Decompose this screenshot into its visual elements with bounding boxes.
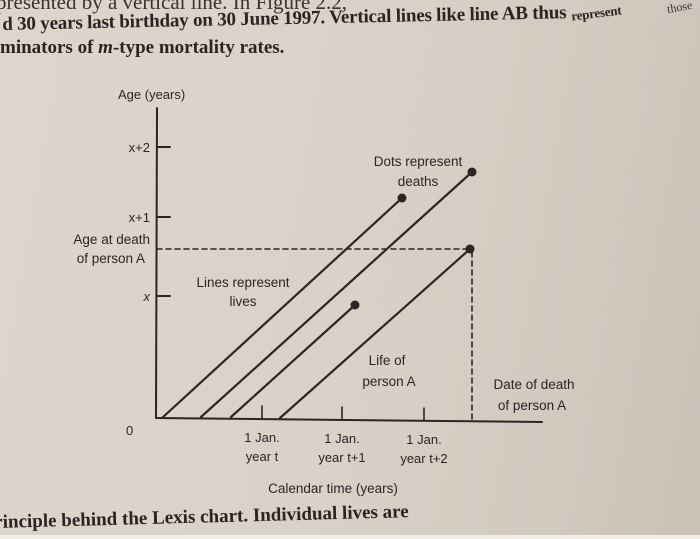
x-tick-label-1-line1: 1 Jan.	[244, 430, 279, 445]
text-line-2-italic: m	[98, 37, 113, 58]
text-line-2-prefix: minators of	[0, 37, 99, 58]
y-axis-label: Age (years)	[118, 87, 185, 102]
origin-label: 0	[126, 423, 133, 438]
x-tick-label-3-line1: 1 Jan.	[406, 432, 441, 447]
death-dot-person-a	[465, 244, 475, 254]
y-tick-label-x-plus-1: x+1	[129, 210, 150, 225]
x-axis-label: Calendar time (years)	[268, 481, 398, 496]
y-tick-label-x: x	[143, 289, 151, 304]
y-axis	[155, 107, 158, 419]
life-of-a-annotation-line1: Life of	[369, 353, 406, 368]
text-line-partial-top: presented by a vertical line. In Figure …	[0, 0, 348, 14]
x-tick-label-1-line2: year t	[246, 449, 279, 464]
death-dot-1	[397, 193, 407, 203]
age-at-death-label-line1: Age at death	[73, 232, 150, 247]
page-edge	[0, 535, 700, 539]
x-axis	[155, 417, 543, 423]
lines-annotation-line2: lives	[229, 294, 256, 309]
date-of-death-annotation-line2: of person A	[498, 398, 566, 413]
text-line-2-suffix: -type mortality rates.	[112, 37, 285, 58]
x-tick-label-2-line1: 1 Jan.	[324, 431, 359, 446]
death-dot-3	[350, 300, 360, 310]
x-tick-label-2-line2: year t+1	[318, 450, 365, 465]
dots-annotation-line2: deaths	[398, 174, 439, 189]
text-line-2: minators of m-type mortality rates.	[0, 37, 284, 59]
date-of-death-annotation-line1: Date of death	[493, 377, 574, 392]
life-line-person-a	[278, 247, 472, 420]
x-tick-label-3-line2: year t+2	[400, 451, 447, 466]
age-at-death-label-line2: of person A	[77, 251, 145, 266]
life-line-2	[199, 170, 474, 419]
lines-annotation-line1: Lines represent	[196, 275, 289, 290]
y-tick-label-x-plus-2: x+2	[129, 140, 150, 155]
life-of-a-annotation-line2: person A	[362, 374, 415, 389]
life-line-1	[160, 196, 404, 420]
life-line-3	[229, 303, 357, 419]
dots-annotation-line1: Dots represent	[374, 154, 463, 169]
death-dot-2	[467, 167, 477, 177]
